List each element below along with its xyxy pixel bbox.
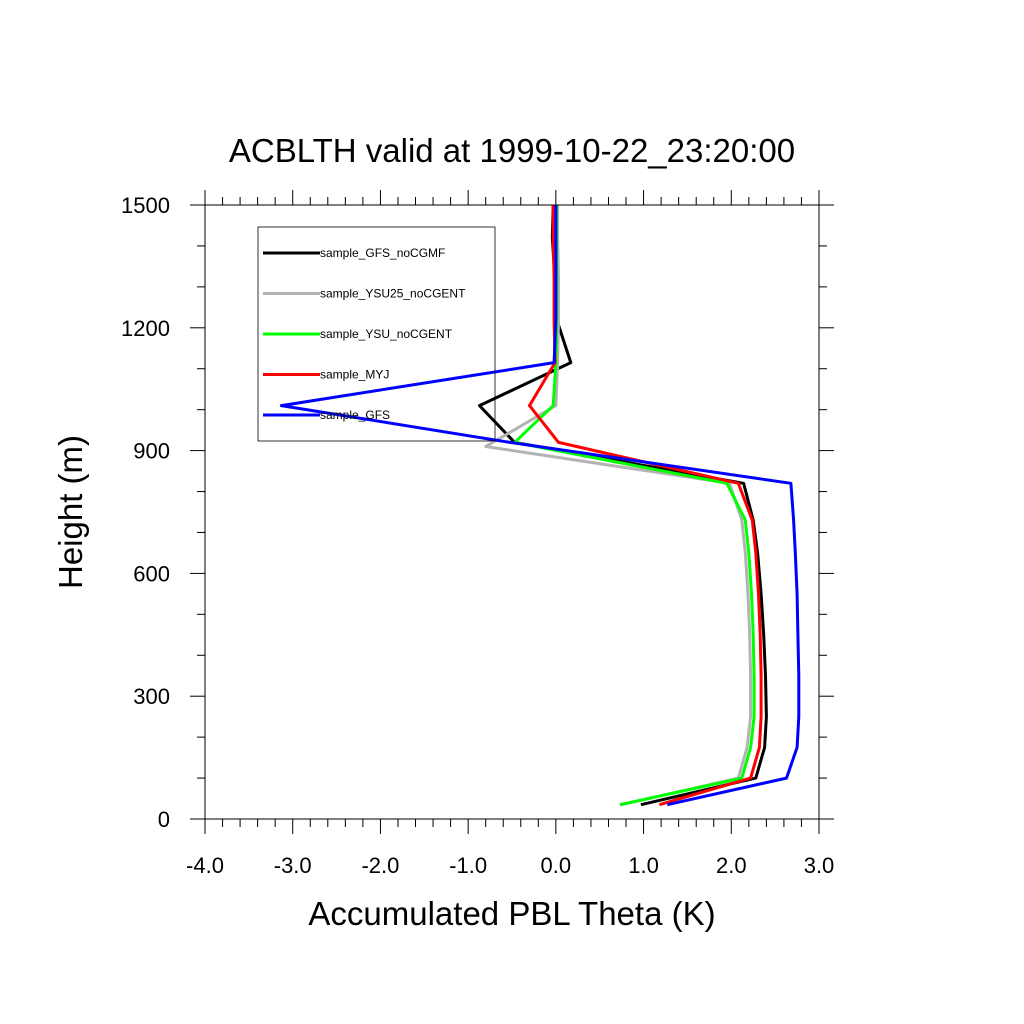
y-axis-label: Height (m) <box>52 435 89 589</box>
chart-title: ACBLTH valid at 1999-10-22_23:20:00 <box>229 132 795 169</box>
series-line-sample-gfs <box>279 205 801 807</box>
legend-label: sample_GFS <box>320 408 390 422</box>
y-tick-label: 300 <box>133 684 170 709</box>
x-tick-label: -2.0 <box>361 853 399 878</box>
y-tick-label: 900 <box>133 439 170 464</box>
series-group <box>279 204 801 807</box>
x-tick-label: -3.0 <box>274 853 312 878</box>
y-tick-label: 0 <box>158 807 170 832</box>
x-tick-label: 3.0 <box>804 853 835 878</box>
legend-label: sample_YSU25_noCGENT <box>320 287 466 301</box>
legend-label: sample_MYJ <box>320 368 389 382</box>
x-tick-label: 2.0 <box>716 853 747 878</box>
y-tick-label: 1200 <box>121 316 170 341</box>
legend-box <box>257 226 496 442</box>
x-tick-label: -1.0 <box>449 853 487 878</box>
x-tick-label: 0.0 <box>541 853 572 878</box>
y-tick-label: 600 <box>133 561 170 586</box>
y-tick-label: 1500 <box>121 193 170 218</box>
x-tick-label: -4.0 <box>186 853 224 878</box>
x-tick-label: 1.0 <box>628 853 659 878</box>
legend-label: sample_YSU_noCGENT <box>320 327 453 341</box>
legend-label: sample_GFS_noCGMF <box>320 246 445 260</box>
legend: sample_GFS_noCGMF sample_YSU25_noCGENTsam… <box>257 226 496 442</box>
series-line-sample-gfs-nocgmf <box>478 204 768 807</box>
series-line-sample-ysu-nocgent <box>513 205 756 807</box>
series-line-sample-ysu25-nocgent <box>484 205 753 807</box>
x-axis-label: Accumulated PBL Theta (K) <box>308 895 715 932</box>
series-line-sample-myj <box>528 205 763 807</box>
plot-frame <box>204 204 820 820</box>
axis-ticks: -4.0 -3.0 -2.0 -1.0 0.0 1.0 2.0 3.0 0 300 600 900 12… <box>121 190 834 878</box>
